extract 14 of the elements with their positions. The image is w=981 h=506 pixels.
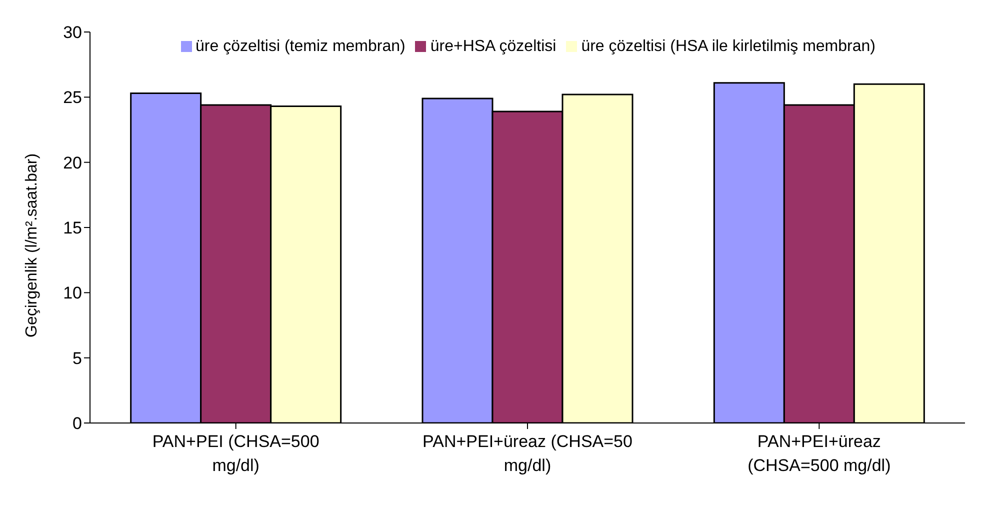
legend-label: üre+HSA çözeltisi bbox=[430, 38, 556, 55]
y-tick-label: 30 bbox=[63, 23, 82, 42]
y-tick-label: 25 bbox=[63, 88, 82, 108]
legend-label: üre çözeltisi (temiz membran) bbox=[196, 38, 406, 55]
y-axis-title: Geçirgenlik (l/m².saat.bar) bbox=[24, 153, 41, 338]
y-tick-label: 10 bbox=[63, 284, 82, 303]
x-tick-label: PAN+PEI+üreaz (CHSA=500 mg/dl) bbox=[748, 432, 891, 475]
legend-label: üre çözeltisi (HSA ile kirletilmiş membran) bbox=[581, 38, 876, 55]
y-tick-label: 15 bbox=[63, 218, 82, 238]
x-tick-label: PAN+PEI (CHSA=500 mg/dl) bbox=[152, 432, 320, 475]
y-tick-label: 0 bbox=[72, 414, 82, 434]
y-tick-label: 5 bbox=[72, 348, 82, 368]
x-tick-label: PAN+PEI+üreaz (CHSA=50 mg/dl) bbox=[422, 432, 632, 475]
y-tick-label: 20 bbox=[63, 153, 82, 172]
